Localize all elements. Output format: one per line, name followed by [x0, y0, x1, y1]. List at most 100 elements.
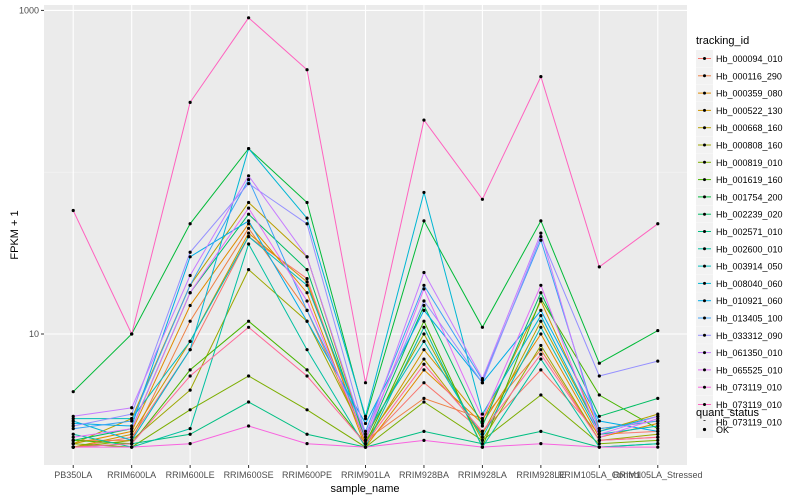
data-point — [656, 416, 660, 421]
data-point — [480, 442, 485, 446]
data-point — [71, 432, 75, 436]
data-point — [480, 438, 485, 442]
data-point — [422, 283, 426, 287]
data-point — [422, 348, 426, 352]
data-point — [480, 435, 485, 439]
data-point — [305, 442, 309, 446]
legend-label: Hb_000522_130 — [716, 106, 783, 116]
data-point — [305, 374, 309, 378]
data-point — [305, 200, 309, 205]
data-point — [305, 268, 309, 272]
data-point — [422, 429, 426, 434]
data-point — [480, 424, 485, 428]
data-point — [539, 352, 543, 356]
data-point — [539, 368, 543, 372]
status-legend-key-point — [702, 427, 707, 432]
data-point — [539, 308, 543, 312]
data-point — [656, 222, 660, 226]
data-point — [539, 291, 543, 295]
data-point — [246, 374, 251, 378]
data-point — [422, 319, 426, 323]
data-point — [480, 419, 485, 423]
legend-label: Hb_003914_050 — [716, 262, 783, 272]
y-axis-title: FPKM + 1 — [9, 210, 21, 259]
data-point — [363, 442, 368, 446]
data-point — [305, 368, 309, 372]
data-point — [597, 374, 601, 378]
status-legend-label: OK — [716, 425, 729, 435]
data-point — [363, 438, 368, 442]
data-point — [363, 381, 368, 385]
data-point — [480, 432, 485, 436]
data-point — [130, 332, 134, 336]
data-point — [480, 325, 485, 329]
x-tick-label: RRIM600PE — [282, 470, 332, 480]
legend-key-point — [703, 247, 706, 251]
data-point — [71, 390, 75, 394]
data-point — [246, 219, 251, 223]
data-point — [188, 388, 192, 392]
data-point — [130, 435, 134, 439]
data-point — [539, 231, 543, 235]
data-point — [305, 432, 309, 436]
data-point — [539, 442, 543, 446]
x-tick-label: RRIM600SE — [224, 470, 274, 480]
data-point — [71, 208, 75, 213]
data-point — [422, 287, 426, 291]
data-point — [71, 421, 75, 426]
data-point — [246, 146, 251, 151]
legend-label: Hb_000668_160 — [716, 123, 783, 133]
legend-items: Hb_000094_010 Hb_000116_290 Hb_000359_080 H… — [696, 50, 783, 431]
data-point — [130, 427, 134, 431]
legend-label: Hb_000116_290 — [716, 71, 782, 81]
status-legend-items: OK — [696, 421, 729, 438]
data-point — [480, 416, 485, 421]
data-point — [422, 362, 426, 366]
data-point — [422, 339, 426, 344]
legend-key-point — [703, 230, 706, 233]
x-tick-label: RRIM901LA — [341, 470, 390, 480]
data-point — [539, 219, 543, 223]
data-point — [71, 416, 75, 421]
data-point — [305, 283, 309, 287]
legend-key-point — [703, 368, 706, 372]
data-point — [597, 419, 601, 423]
legend-label: Hb_000094_010 — [716, 54, 783, 64]
data-point — [539, 319, 543, 323]
data-point — [246, 182, 251, 186]
data-point — [246, 212, 251, 216]
data-point — [597, 393, 601, 397]
legend-key-point — [703, 212, 706, 216]
x-tick-label: PB350LA — [54, 470, 92, 480]
legend-label: Hb_001754_200 — [716, 192, 783, 202]
data-point — [597, 429, 601, 434]
data-point — [422, 357, 426, 361]
data-point — [656, 432, 660, 436]
legend-key-point — [703, 57, 706, 60]
data-point — [246, 268, 251, 272]
data-point — [188, 368, 192, 372]
data-point — [539, 393, 543, 397]
data-point — [305, 280, 309, 284]
data-point — [597, 432, 601, 436]
data-point — [597, 438, 601, 442]
legend-key-point — [703, 126, 706, 130]
data-point — [597, 265, 601, 269]
data-point — [656, 414, 660, 418]
data-point — [422, 190, 426, 195]
data-point — [188, 283, 192, 287]
data-point — [305, 348, 309, 352]
legend-label: Hb_013405_100 — [716, 314, 783, 324]
data-point — [71, 427, 75, 431]
data-point — [130, 438, 134, 442]
legend: tracking_id Hb_000094_010Hb_000116_290Hb… — [696, 35, 783, 438]
legend-key-point — [703, 264, 706, 268]
data-point — [188, 319, 192, 323]
data-point — [246, 424, 251, 428]
legend-label: Hb_010921_060 — [716, 296, 783, 306]
x-tick-label: RRIM928LA — [458, 470, 507, 480]
data-point — [188, 339, 192, 344]
data-point — [130, 432, 134, 436]
data-point — [480, 429, 485, 434]
legend-key-point — [703, 160, 706, 164]
